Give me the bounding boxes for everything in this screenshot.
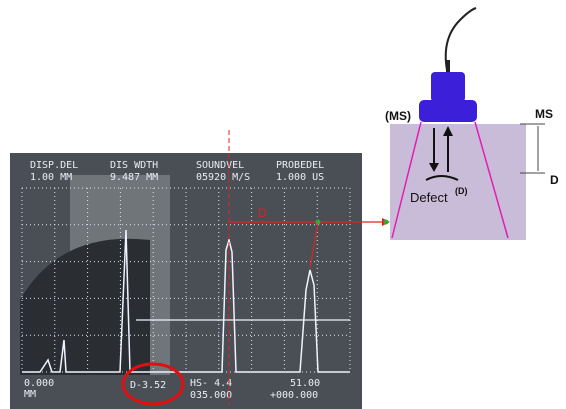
header-value: 05920 M/S	[196, 172, 250, 183]
footer-left: 0.000	[24, 378, 54, 389]
depth-label: D	[550, 173, 559, 187]
probe-body	[431, 72, 465, 102]
header-value: 9.487 MM	[110, 172, 158, 183]
surface-label: MS	[535, 107, 553, 121]
footer-value: HS- 4.4	[190, 378, 232, 389]
footer-unit: MM	[24, 389, 36, 400]
header-value: 1.00 MM	[30, 172, 72, 183]
distance-label: D	[258, 206, 267, 220]
header-label: DIS WDTH	[110, 160, 158, 171]
footer-value: 51.00	[290, 378, 320, 389]
defect-tag: (D)	[455, 186, 468, 196]
page: DISP.DEL DIS WDTH SOUNDVEL PROBEDEL 1.00…	[0, 0, 566, 409]
figure: DISP.DEL DIS WDTH SOUNDVEL PROBEDEL 1.00…	[0, 0, 566, 409]
header-label: DISP.DEL	[30, 160, 78, 171]
defect-label: Defect	[410, 190, 448, 205]
test-block	[390, 124, 526, 240]
surface-label: (MS)	[385, 109, 411, 123]
header-label: SOUNDVEL	[196, 160, 244, 171]
footer-value: +000.000	[270, 390, 318, 401]
footer-value: 035.000	[190, 390, 232, 401]
header-label: PROBEDEL	[276, 160, 324, 171]
marker	[316, 220, 321, 225]
footer-reading: D-3.52	[130, 380, 166, 391]
probe-base	[419, 100, 477, 122]
cable-end	[446, 60, 450, 72]
header-value: 1.000 US	[276, 172, 324, 183]
marker	[384, 220, 389, 225]
cable	[446, 8, 476, 75]
